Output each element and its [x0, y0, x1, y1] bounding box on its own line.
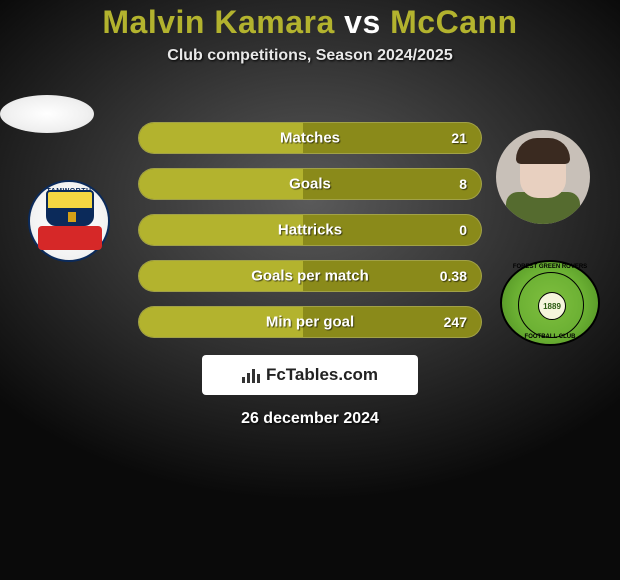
- stat-fill-left: [139, 123, 303, 153]
- crest-center-year: 1889: [538, 292, 566, 320]
- stat-value-right: 247: [444, 314, 467, 330]
- stat-value-right: 0.38: [440, 268, 467, 284]
- club-right-bottom-label: FOOTBALL CLUB: [502, 334, 598, 340]
- stat-label: Min per goal: [266, 314, 354, 331]
- content-root: Malvin Kamara vs McCann Club competition…: [0, 0, 620, 580]
- player-right-name: McCann: [390, 4, 517, 40]
- bar-chart-icon: [242, 367, 262, 383]
- stat-label: Goals: [289, 176, 331, 193]
- title-vs: vs: [335, 4, 390, 40]
- stat-row-matches: Matches 21: [138, 122, 482, 154]
- subtitle: Club competitions, Season 2024/2025: [0, 47, 620, 65]
- player-left-headshot: [0, 95, 94, 133]
- stat-value-right: 8: [459, 176, 467, 192]
- hair-shape: [516, 138, 570, 164]
- stat-row-hattricks: Hattricks 0: [138, 214, 482, 246]
- page-title: Malvin Kamara vs McCann: [0, 4, 620, 41]
- date-label: 26 december 2024: [0, 410, 620, 428]
- stat-label: Matches: [280, 130, 340, 147]
- stat-value-right: 0: [459, 222, 467, 238]
- stat-value-right: 21: [451, 130, 467, 146]
- stat-fill-left: [139, 169, 303, 199]
- player-right-headshot: [496, 130, 590, 224]
- club-crest-right: FOREST GREEN ROVERS 1889 FOOTBALL CLUB: [500, 260, 600, 346]
- stat-row-gpm: Goals per match 0.38: [138, 260, 482, 292]
- stat-row-goals: Goals 8: [138, 168, 482, 200]
- stats-container: Matches 21 Goals 8 Hattricks 0 Goals per…: [138, 122, 482, 352]
- shield-icon: [46, 190, 94, 226]
- stat-label: Hattricks: [278, 222, 342, 239]
- stat-label: Goals per match: [251, 268, 369, 285]
- club-right-top-label: FOREST GREEN ROVERS: [502, 264, 598, 270]
- brand-text: FcTables.com: [266, 365, 378, 385]
- player-left-name: Malvin Kamara: [102, 4, 334, 40]
- ribbon-icon: [38, 226, 102, 250]
- club-crest-left: TAMWORTH: [28, 180, 110, 262]
- brand-box: FcTables.com: [202, 355, 418, 395]
- stat-row-mpg: Min per goal 247: [138, 306, 482, 338]
